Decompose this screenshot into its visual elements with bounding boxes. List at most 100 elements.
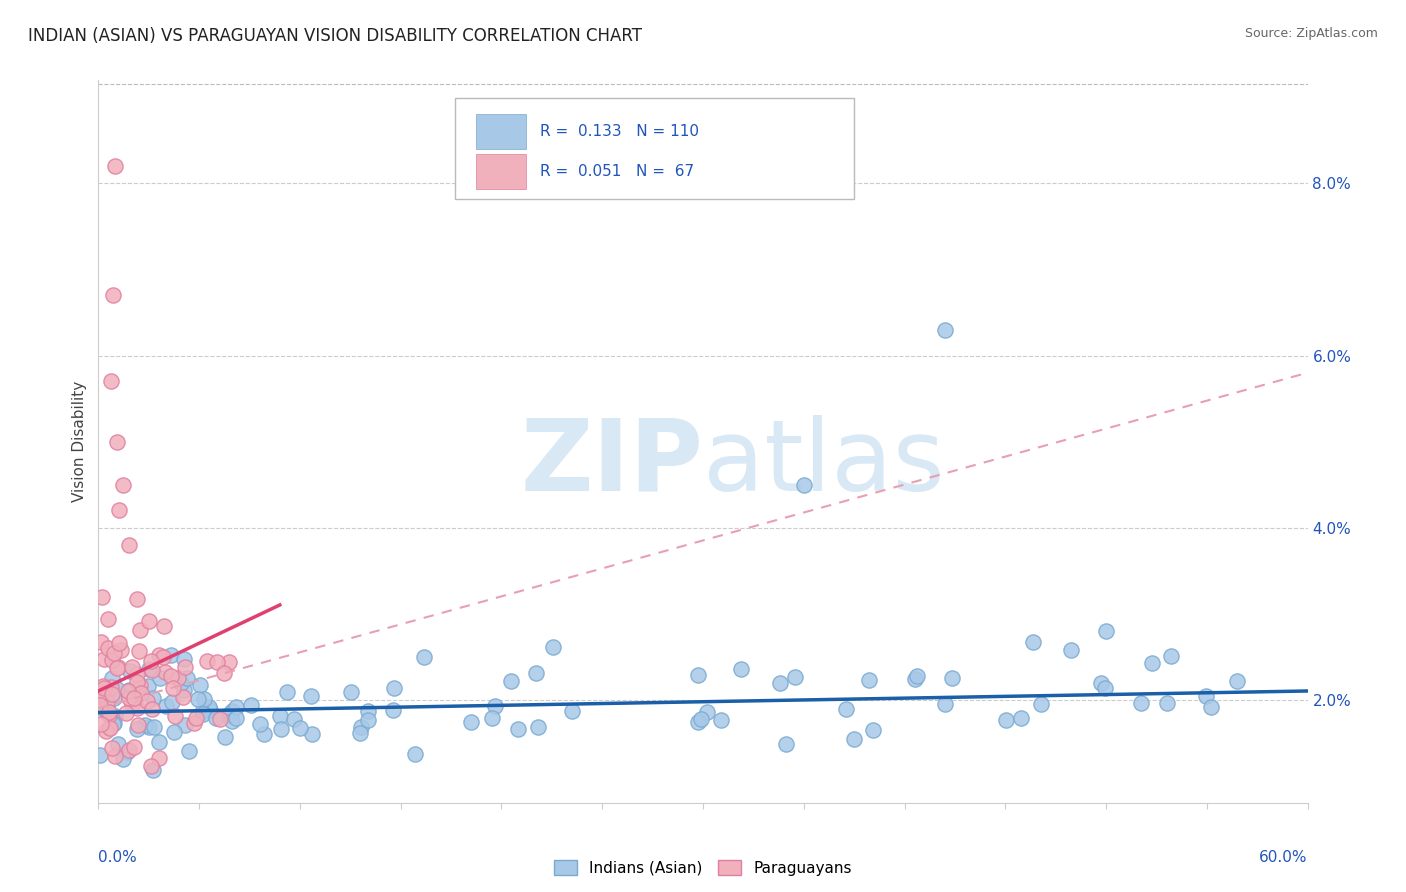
Text: atlas: atlas: [703, 415, 945, 512]
Point: [499, 674, 522, 689]
Point: [269, 709, 291, 723]
FancyBboxPatch shape: [475, 154, 526, 189]
Point: [995, 713, 1018, 727]
Point: [170, 675, 193, 690]
Point: [193, 707, 215, 722]
Point: [115, 706, 138, 721]
Point: [785, 670, 807, 684]
Point: [129, 624, 152, 638]
Point: [97, 641, 120, 656]
Point: [93, 681, 115, 695]
Point: [212, 665, 235, 680]
Point: [152, 649, 174, 664]
Point: [1226, 674, 1249, 689]
Point: [208, 712, 231, 726]
Point: [835, 702, 858, 716]
Point: [1010, 711, 1032, 725]
Point: [384, 681, 406, 696]
Point: [101, 653, 124, 667]
Point: [382, 703, 405, 717]
Text: 0.0%: 0.0%: [98, 850, 138, 864]
Point: [858, 673, 880, 688]
Point: [481, 711, 503, 725]
Point: [1022, 635, 1045, 649]
Point: [97, 612, 120, 626]
Point: [690, 712, 713, 726]
Point: [101, 288, 124, 302]
Point: [1060, 643, 1083, 657]
Point: [356, 704, 378, 718]
Point: [125, 592, 148, 607]
Point: [205, 655, 228, 669]
Point: [105, 661, 128, 675]
Point: [1199, 700, 1222, 714]
Point: [142, 763, 165, 777]
Point: [103, 716, 125, 731]
Point: [187, 692, 209, 706]
Point: [98, 721, 121, 735]
Point: [775, 737, 797, 751]
Point: [107, 660, 129, 674]
Point: [730, 662, 752, 676]
Point: [225, 700, 247, 714]
Point: [153, 665, 176, 680]
Point: [696, 706, 718, 720]
Point: [107, 737, 129, 751]
Point: [100, 680, 122, 694]
Point: [89, 690, 111, 705]
Point: [176, 671, 198, 685]
Point: [125, 722, 148, 736]
Point: [138, 662, 160, 676]
Point: [89, 687, 111, 701]
Text: R =  0.051   N =  67: R = 0.051 N = 67: [540, 164, 695, 178]
Point: [141, 663, 163, 677]
Point: [153, 619, 176, 633]
Point: [148, 734, 170, 748]
Point: [214, 730, 236, 744]
Point: [524, 666, 547, 681]
Point: [844, 732, 866, 747]
Point: [172, 690, 194, 704]
Point: [136, 693, 159, 707]
Point: [96, 701, 118, 715]
Point: [198, 703, 221, 717]
Point: [103, 647, 125, 661]
Point: [173, 718, 195, 732]
FancyBboxPatch shape: [475, 114, 526, 149]
Point: [121, 697, 143, 711]
Point: [1090, 676, 1112, 690]
Point: [288, 721, 311, 735]
Point: [103, 159, 125, 173]
Point: [94, 723, 117, 738]
Point: [107, 503, 129, 517]
Point: [121, 660, 143, 674]
Point: [1029, 697, 1052, 711]
Point: [128, 678, 150, 692]
Point: [148, 750, 170, 764]
Point: [134, 718, 156, 732]
Point: [217, 708, 239, 723]
Point: [105, 681, 128, 696]
Point: [118, 691, 141, 706]
Point: [89, 747, 111, 762]
Point: [412, 650, 434, 665]
Point: [173, 652, 195, 666]
Point: [283, 712, 305, 726]
Point: [91, 687, 114, 701]
Point: [103, 690, 125, 705]
Point: [460, 715, 482, 730]
Point: [239, 698, 262, 712]
Point: [148, 671, 170, 685]
Point: [142, 691, 165, 706]
Point: [143, 720, 166, 734]
Point: [905, 669, 928, 683]
Point: [96, 706, 118, 720]
Point: [188, 678, 211, 692]
Point: [90, 590, 112, 604]
Point: [118, 538, 141, 552]
Point: [101, 740, 124, 755]
Point: [183, 716, 205, 731]
Point: [104, 708, 127, 723]
Point: [122, 691, 145, 706]
Point: [301, 727, 323, 741]
